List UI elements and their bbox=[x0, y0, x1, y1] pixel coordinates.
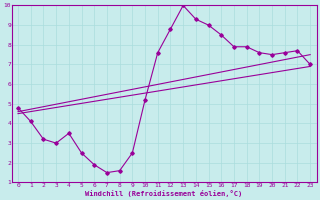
X-axis label: Windchill (Refroidissement éolien,°C): Windchill (Refroidissement éolien,°C) bbox=[85, 190, 243, 197]
